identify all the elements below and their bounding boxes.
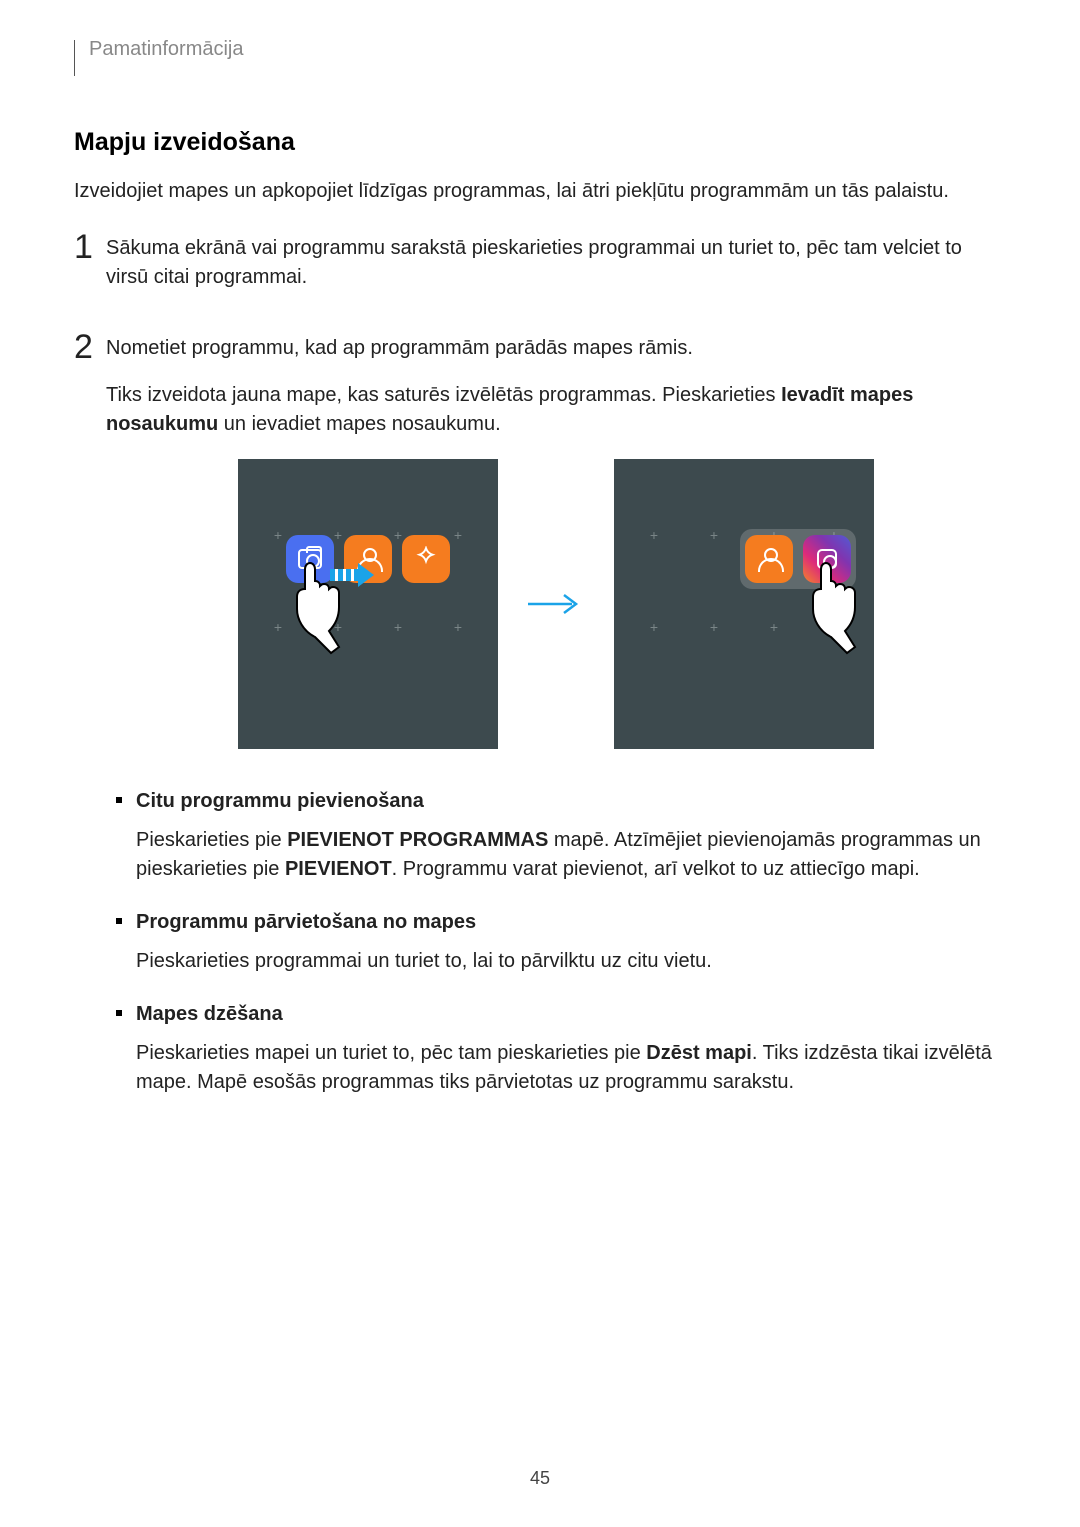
plus-icon: + [830,617,838,637]
transition-arrow-icon [526,592,586,616]
plus-icon: + [334,617,342,637]
plus-icon: + [770,617,778,637]
bullet-text: Pieskarieties mapei un turiet to, pēc ta… [136,1039,1006,1097]
page-header: Pamatinformācija [74,40,1006,76]
intro-paragraph: Izveidojiet mapes un apkopojiet līdzīgas… [74,177,1006,206]
plus-icon: + [650,617,658,637]
breadcrumb: Pamatinformācija [89,38,244,61]
section-title: Mapju izveidošana [74,128,1006,157]
plus-icon: + [710,617,718,637]
bullet-body: Citu programmu pievienošana Pieskarietie… [136,787,1006,898]
bullet-title: Programmu pārvietošana no mapes [136,908,712,937]
bullet-body: Mapes dzēšana Pieskarieties mapei un tur… [136,1000,1006,1111]
bullet-list: Citu programmu pievienošana Pieskarietie… [106,787,1006,1111]
contacts-app-icon [745,535,793,583]
step-2: 2 Nometiet programmu, kad ap programmām … [74,334,1006,1121]
note-post: un ievadiet mapes nosaukumu. [218,413,500,435]
plus-icon: + [650,525,658,545]
plus-icon: + [394,617,402,637]
step-text: Sākuma ekrānā vai programmu sarakstā pie… [106,234,1006,292]
instruction-figure: + + + + + + [106,459,1006,749]
step-number: 2 [74,330,106,364]
folder-frame [740,529,856,589]
drag-arrow-icon [330,563,376,587]
camera-app-icon [803,535,851,583]
bullet-dot-icon [116,797,122,803]
bullet-add-apps: Citu programmu pievienošana Pieskarietie… [106,787,1006,898]
step-note: Tiks izveidota jauna mape, kas saturēs i… [106,381,1006,439]
grid-markers: + + + + [614,617,874,637]
step-1: 1 Sākuma ekrānā vai programmu sarakstā p… [74,234,1006,310]
bullet-title: Citu programmu pievienošana [136,787,1006,816]
camera-app-icon [286,535,334,583]
bullet-move-apps: Programmu pārvietošana no mapes Pieskari… [106,908,1006,990]
bullet-dot-icon [116,1010,122,1016]
bullet-text: Pieskarieties pie PIEVIENOT PROGRAMMAS m… [136,826,1006,884]
document-page: Pamatinformācija Mapju izveidošana Izvei… [0,0,1080,1121]
step-body: Sākuma ekrānā vai programmu sarakstā pie… [106,234,1006,310]
bullet-text: Pieskarieties programmai un turiet to, l… [136,947,712,976]
plus-icon: + [710,525,718,545]
bullet-body: Programmu pārvietošana no mapes Pieskari… [136,908,712,990]
plus-icon: + [454,617,462,637]
screen-after: + + + + + + + + [614,459,874,749]
bullet-delete-folder: Mapes dzēšana Pieskarieties mapei un tur… [106,1000,1006,1111]
bullet-dot-icon [116,918,122,924]
note-pre: Tiks izveidota jauna mape, kas saturēs i… [106,384,781,406]
screen-before: + + + + + + [238,459,498,749]
games-app-icon [402,535,450,583]
step-text: Nometiet programmu, kad ap programmām pa… [106,334,1006,363]
step-number: 1 [74,230,106,264]
page-number: 45 [0,1468,1080,1489]
grid-markers: + + + + [238,617,498,637]
step-body: Nometiet programmu, kad ap programmām pa… [106,334,1006,1121]
bullet-title: Mapes dzēšana [136,1000,1006,1029]
plus-icon: + [274,617,282,637]
